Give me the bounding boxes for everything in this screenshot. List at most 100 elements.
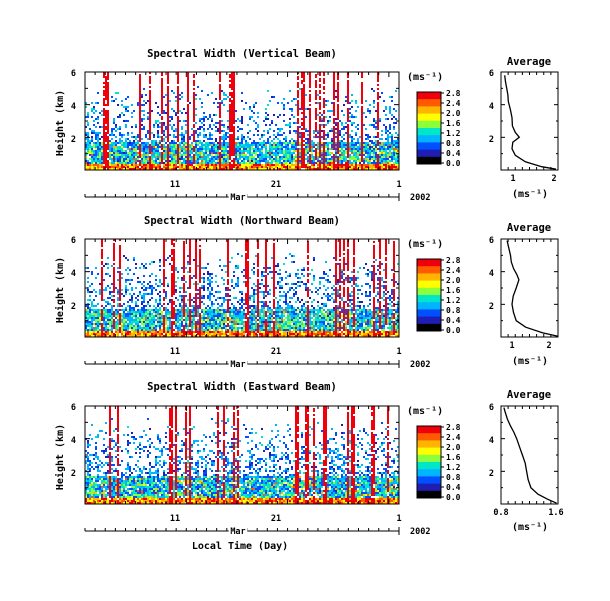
heatmap-cell	[97, 138, 99, 140]
heatmap-cell	[127, 279, 129, 281]
heatmap-cell	[347, 116, 349, 118]
heatmap-cell	[137, 325, 139, 327]
heatmap-cell	[133, 144, 135, 146]
heatmap-cell	[93, 142, 95, 144]
heatmap-cell	[87, 299, 89, 301]
heatmap-cell	[117, 305, 119, 307]
heatmap-cell	[163, 132, 165, 134]
heatmap-cell	[295, 168, 297, 170]
heatmap-cell	[299, 168, 301, 170]
heatmap-cell	[179, 162, 181, 164]
heatmap-cell	[305, 148, 307, 150]
heatmap-cell	[241, 152, 243, 154]
heatmap-cell	[235, 110, 237, 112]
heatmap-cell	[139, 90, 141, 92]
heatmap-cell	[135, 301, 137, 303]
heatmap-cell	[85, 138, 87, 140]
heatmap-cell	[163, 247, 165, 249]
heatmap-cell	[193, 94, 195, 96]
heatmap-cell	[169, 315, 171, 317]
heatmap-cell	[107, 136, 109, 138]
heatmap-cell	[183, 144, 185, 146]
heatmap-cell	[309, 168, 311, 170]
heatmap-cell	[259, 160, 261, 162]
heatmap-cell	[141, 166, 143, 168]
heatmap-cell	[191, 315, 193, 317]
heatmap-cell	[173, 289, 175, 291]
heatmap-cell	[119, 140, 121, 142]
heatmap-cell	[109, 321, 111, 323]
heatmap-cell	[145, 263, 147, 265]
heatmap-cell	[193, 331, 195, 333]
x-tick-label: 11	[170, 180, 180, 190]
heatmap-cell	[373, 162, 375, 164]
heatmap-cell	[361, 140, 363, 142]
heatmap-cell	[163, 243, 165, 245]
heatmap-cell	[381, 160, 383, 162]
heatmap-cell	[231, 104, 233, 106]
heatmap-cell	[153, 140, 155, 142]
heatmap-cell	[321, 156, 323, 158]
heatmap-cell	[341, 144, 343, 146]
heatmap-cell	[317, 132, 319, 134]
heatmap-cell	[153, 315, 155, 317]
heatmap-cell	[113, 162, 115, 164]
heatmap-cell	[143, 313, 145, 315]
heatmap-cell	[193, 168, 195, 170]
heatmap-cell	[139, 86, 141, 88]
heatmap-cell	[111, 265, 113, 267]
heatmap-cell	[209, 116, 211, 118]
heatmap-cell	[219, 158, 221, 160]
heatmap-cell	[153, 136, 155, 138]
heatmap-cell	[305, 130, 307, 132]
heatmap-cell	[145, 323, 147, 325]
heatmap-cell	[123, 162, 125, 164]
heatmap-cell	[303, 124, 305, 126]
heatmap-cell	[111, 152, 113, 154]
heatmap-cell	[189, 299, 191, 301]
heatmap-cell	[123, 160, 125, 162]
heatmap-cell	[105, 104, 107, 106]
heatmap-cell	[155, 301, 157, 303]
heatmap-cell	[93, 305, 95, 307]
heatmap-cell	[159, 315, 161, 317]
heatmap-cell	[153, 325, 155, 327]
heatmap-cell	[121, 335, 123, 337]
heatmap-cell	[127, 325, 129, 327]
heatmap-cell	[187, 317, 189, 319]
heatmap-cell	[381, 164, 383, 166]
heatmap-cell	[183, 166, 185, 168]
heatmap-cell	[113, 168, 115, 170]
heatmap-cell	[227, 162, 229, 164]
heatmap-cell	[87, 309, 89, 311]
heatmap-cell	[297, 122, 299, 124]
heatmap-cell	[377, 96, 379, 98]
heatmap-cell	[109, 140, 111, 142]
heatmap-cell	[143, 281, 145, 283]
heatmap-cell	[233, 116, 235, 118]
heatmap-cell	[135, 160, 137, 162]
heatmap-cell	[267, 114, 269, 116]
heatmap-cell	[117, 319, 119, 321]
heatmap-cell	[319, 118, 321, 120]
heatmap-cell	[217, 102, 219, 104]
heatmap-cell	[235, 164, 237, 166]
heatmap-cell	[265, 160, 267, 162]
heatmap-cell	[343, 154, 345, 156]
heatmap-cell	[133, 327, 135, 329]
heatmap-cell	[213, 168, 215, 170]
heatmap-cell	[123, 150, 125, 152]
heatmap-cell	[187, 116, 189, 118]
heatmap-cell	[217, 144, 219, 146]
heatmap-cell	[95, 160, 97, 162]
x-tick-label: 21	[271, 180, 281, 190]
heatmap-cell	[161, 80, 163, 82]
heatmap-cell	[223, 166, 225, 168]
heatmap-cell	[231, 160, 233, 162]
heatmap-cell	[389, 144, 391, 146]
heatmap-cell	[135, 146, 137, 148]
heatmap-cell	[261, 156, 263, 158]
heatmap-cell	[177, 271, 179, 273]
heatmap-cell	[371, 146, 373, 148]
heatmap-cell	[101, 245, 103, 247]
